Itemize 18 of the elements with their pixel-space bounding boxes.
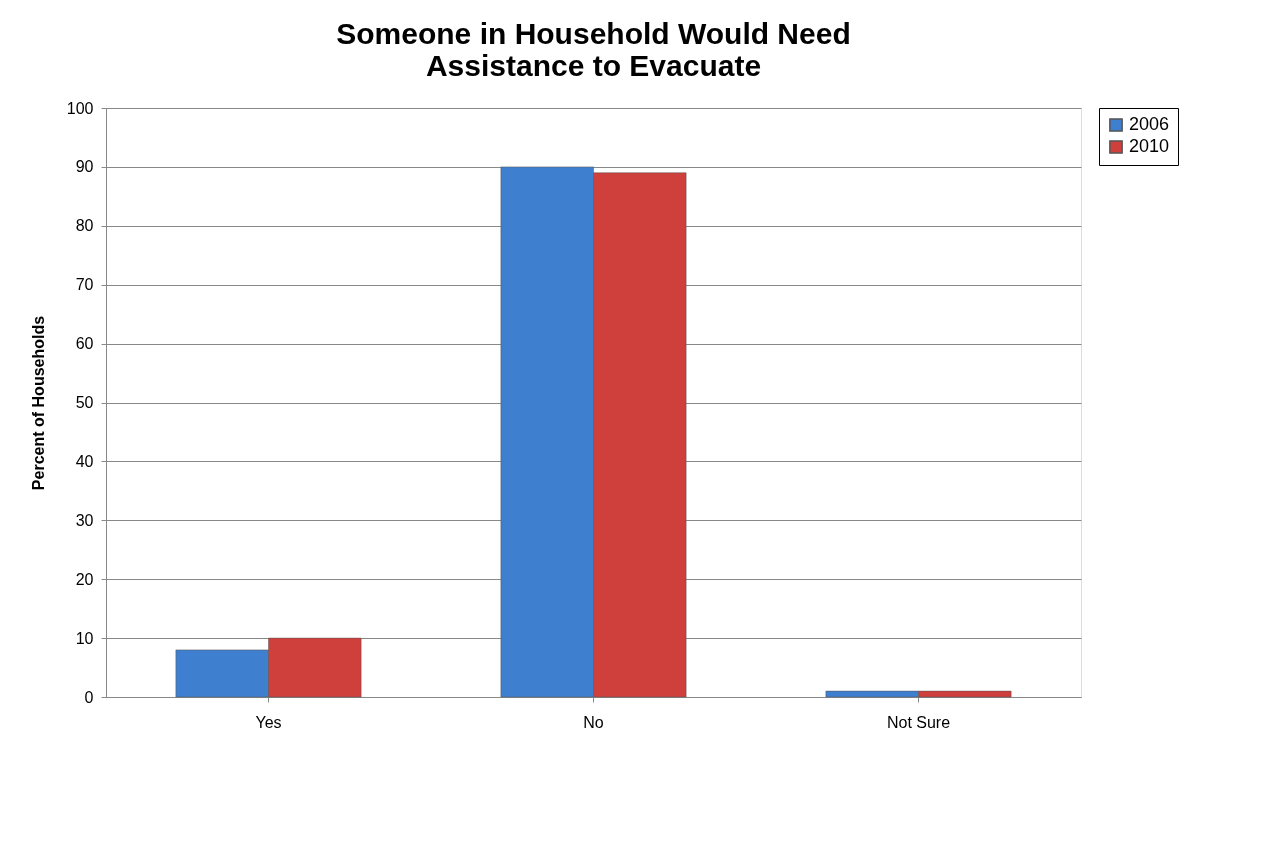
y-tick-label: 70	[75, 276, 94, 294]
y-tick-label: 30	[75, 511, 94, 529]
y-tick-label: 90	[75, 158, 94, 176]
legend-label: 2010	[1129, 136, 1170, 156]
y-tick-label: 80	[75, 217, 94, 235]
y-tick-label: 60	[75, 335, 94, 353]
y-tick-label: 50	[75, 394, 94, 411]
y-tick-label: 100	[66, 99, 94, 117]
x-tick-label: No	[583, 713, 604, 731]
y-axis-title: Percent of Households	[29, 315, 47, 491]
legend-label: 2006	[1129, 114, 1170, 134]
y-tick-label: 20	[75, 570, 94, 588]
y-tick-label: 0	[84, 688, 94, 706]
y-tick-label: 10	[75, 629, 94, 647]
x-tick-label: Not Sure	[886, 713, 951, 731]
x-tick-label: Yes	[255, 713, 282, 731]
chart-title: Someone in Household Would Need Assistance to Evacuate	[336, 17, 851, 82]
y-tick-label: 40	[75, 452, 94, 470]
